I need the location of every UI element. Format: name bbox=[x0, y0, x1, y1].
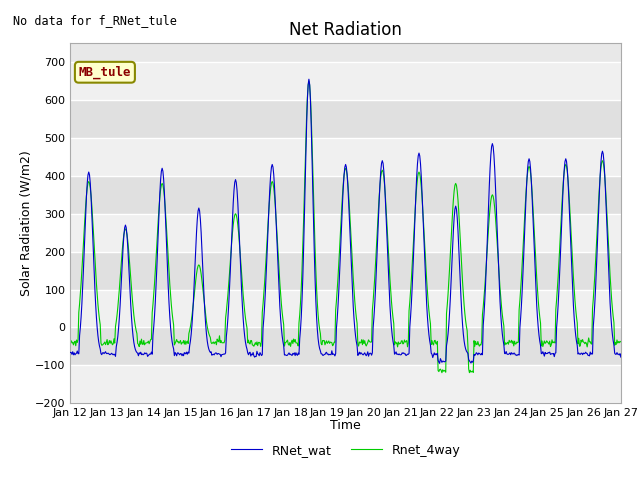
Rnet_4way bbox=[211, 339, 219, 345]
Rnet_4way bbox=[438, 370, 446, 375]
Rnet_4way bbox=[617, 339, 625, 345]
Bar bbox=[70, 365, 621, 403]
Line: Rnet_4way: Rnet_4way bbox=[70, 81, 621, 372]
Bar bbox=[70, 252, 621, 289]
Rnet_4way bbox=[67, 339, 74, 345]
RNet_wat bbox=[436, 360, 444, 366]
Line: RNet_wat: RNet_wat bbox=[70, 79, 621, 363]
Rnet_4way bbox=[305, 78, 313, 84]
RNet_wat bbox=[67, 349, 74, 355]
RNet_wat bbox=[617, 354, 625, 360]
Bar bbox=[70, 138, 621, 176]
RNet_wat bbox=[188, 331, 195, 337]
Legend: RNet_wat, Rnet_4way: RNet_wat, Rnet_4way bbox=[226, 439, 465, 462]
RNet_wat bbox=[392, 350, 399, 356]
Bar bbox=[70, 327, 621, 365]
RNet_wat bbox=[447, 296, 454, 301]
Title: Net Radiation: Net Radiation bbox=[289, 21, 402, 39]
RNet_wat bbox=[338, 217, 346, 223]
Bar bbox=[70, 176, 621, 214]
Text: MB_tule: MB_tule bbox=[79, 66, 131, 79]
Y-axis label: Solar Radiation (W/m2): Solar Radiation (W/m2) bbox=[19, 150, 32, 296]
Rnet_4way bbox=[392, 339, 399, 345]
Rnet_4way bbox=[188, 319, 195, 324]
RNet_wat bbox=[568, 271, 576, 276]
Bar bbox=[70, 100, 621, 138]
RNet_wat bbox=[305, 76, 313, 82]
Bar bbox=[70, 289, 621, 327]
Rnet_4way bbox=[568, 246, 576, 252]
Rnet_4way bbox=[338, 204, 346, 210]
X-axis label: Time: Time bbox=[330, 420, 361, 432]
Text: No data for f_RNet_tule: No data for f_RNet_tule bbox=[13, 14, 177, 27]
RNet_wat bbox=[211, 351, 219, 357]
Bar bbox=[70, 62, 621, 100]
Rnet_4way bbox=[447, 252, 454, 257]
Bar bbox=[70, 214, 621, 252]
